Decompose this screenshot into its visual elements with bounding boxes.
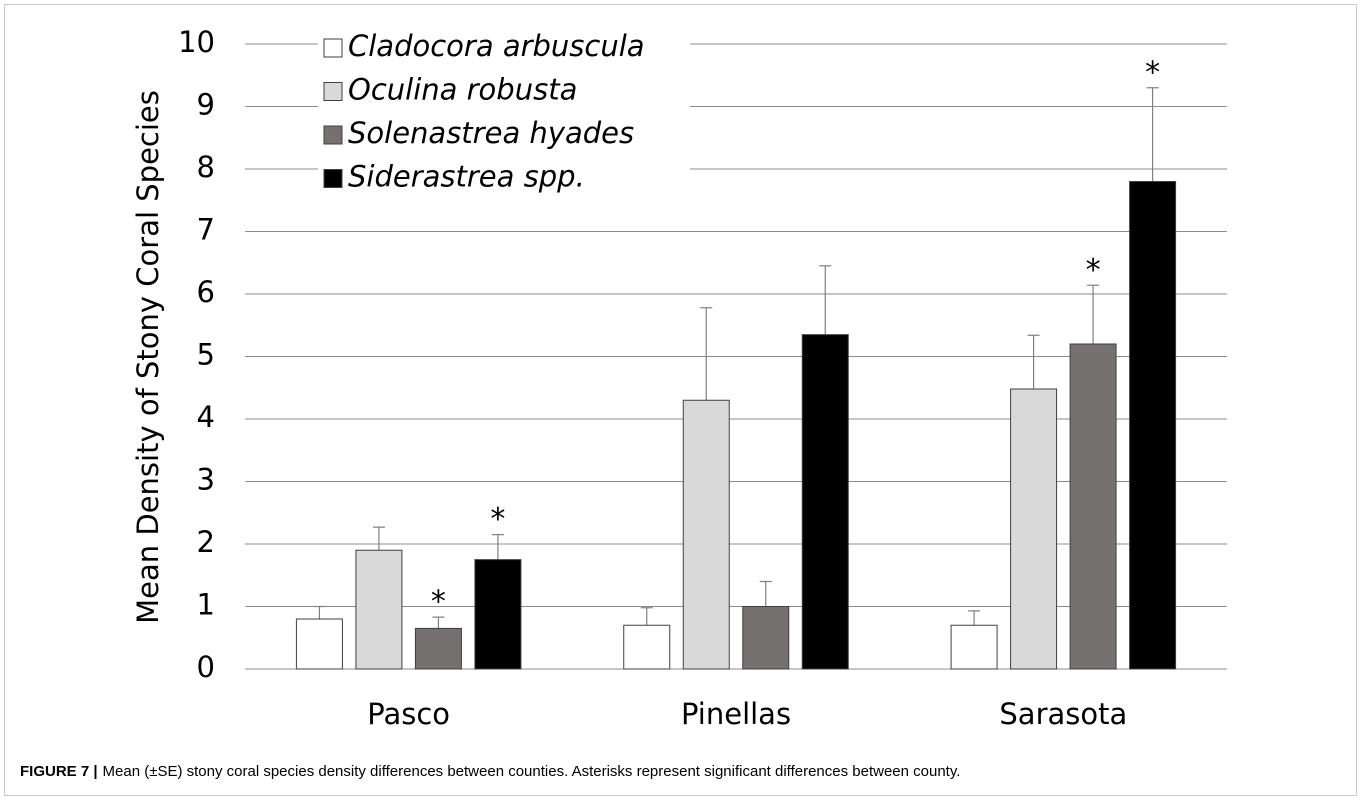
y-tick-label: 0 <box>197 650 215 684</box>
bar <box>801 334 849 670</box>
y-tick-label: 8 <box>197 150 215 184</box>
bar <box>623 624 671 670</box>
y-tick-label: 10 <box>178 25 215 59</box>
legend-label: Cladocora arbuscula <box>348 29 645 63</box>
bar <box>414 627 462 670</box>
y-tick-label: 2 <box>197 525 215 559</box>
legend-label: Siderastrea spp. <box>348 160 585 194</box>
bar <box>1010 388 1058 670</box>
y-tick-label: 9 <box>197 88 215 122</box>
bar <box>1069 343 1117 670</box>
y-tick-label: 6 <box>197 275 215 309</box>
y-axis-label: Mean Density of Stony Coral Species <box>131 90 165 624</box>
x-tick-label: Pasco <box>367 697 450 731</box>
caption-text: Mean (±SE) stony coral species density d… <box>103 763 961 780</box>
bar <box>355 549 403 670</box>
bar <box>1129 181 1177 670</box>
caption-label: FIGURE 7 | <box>20 763 98 780</box>
legend-background <box>318 22 690 198</box>
significance-marker: * <box>1145 55 1160 90</box>
y-tick-label: 4 <box>197 400 215 434</box>
bar <box>682 399 730 670</box>
y-tick-label: 5 <box>197 338 215 372</box>
y-tick-label: 3 <box>197 463 215 497</box>
bar <box>295 618 343 670</box>
y-tick-label: 1 <box>197 588 215 622</box>
legend-swatch <box>323 82 343 101</box>
significance-marker: * <box>431 585 446 620</box>
legend-label: Oculina robusta <box>348 73 577 107</box>
figure-frame <box>4 4 1357 796</box>
significance-marker: * <box>490 502 505 537</box>
legend-swatch <box>323 169 343 188</box>
x-tick-label: Pinellas <box>681 697 791 731</box>
y-tick-label: 7 <box>197 213 215 247</box>
legend-swatch <box>323 125 343 145</box>
bar <box>950 624 998 670</box>
legend-swatch <box>323 38 343 58</box>
bar <box>474 559 522 670</box>
x-tick-label: Sarasota <box>999 697 1127 731</box>
significance-marker: * <box>1086 253 1101 288</box>
legend-label: Solenastrea hyades <box>348 116 634 150</box>
caption: FIGURE 7 | Mean (±SE) stony coral species… <box>20 763 960 780</box>
bar <box>742 606 790 670</box>
